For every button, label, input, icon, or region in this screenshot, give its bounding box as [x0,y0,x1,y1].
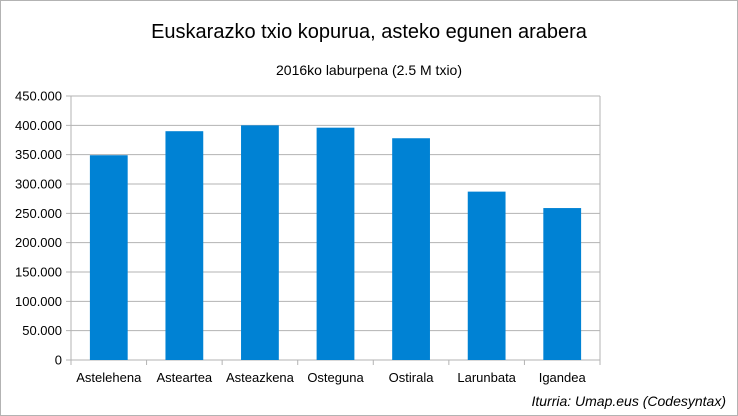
bars [89,125,582,361]
chart-subtitle: 2016ko laburpena (2.5 M txio) [276,62,462,78]
y-tick-label: 300.000 [15,177,62,192]
y-tick-label: 150.000 [15,265,62,280]
bar [392,138,430,360]
x-tick-label: Astelehena [76,370,142,385]
bar [165,131,204,360]
y-tick-label: 350.000 [15,147,62,162]
x-axis-ticks: Astelehena Astearteа Asteazkena Osteguna Ost… [76,370,586,385]
y-tick-label: 0 [55,353,62,368]
x-tick-label: Larunbata [457,370,516,385]
bar [467,191,506,360]
bar [543,208,582,360]
x-tick-label: Astearteа [157,370,213,385]
bar [316,127,355,361]
bar [89,155,128,360]
y-axis-ticks: 0 50.000 100.000 150.000 200.000 250.000 300.0… [15,89,62,368]
x-tick-label: Asteazkena [226,370,295,385]
y-tick-label: 250.000 [15,206,62,221]
y-tick-label: 450.000 [15,89,62,104]
x-tick-label: Osteguna [307,370,364,385]
y-tick-label: 200.000 [15,235,62,250]
x-tick-label: Ostirala [389,370,435,385]
chart-title: Euskarazko txio kopurua, asteko egunen a… [151,21,588,43]
x-tick-label: Igandea [539,370,587,385]
y-tick-label: 400.000 [15,118,62,133]
y-tick-label: 100.000 [15,294,62,309]
bar [241,125,279,360]
source-note: Iturria: Umap.eus (Codesyntax) [531,393,726,409]
grid-lines [66,95,601,365]
y-tick-label: 50.000 [22,323,62,338]
